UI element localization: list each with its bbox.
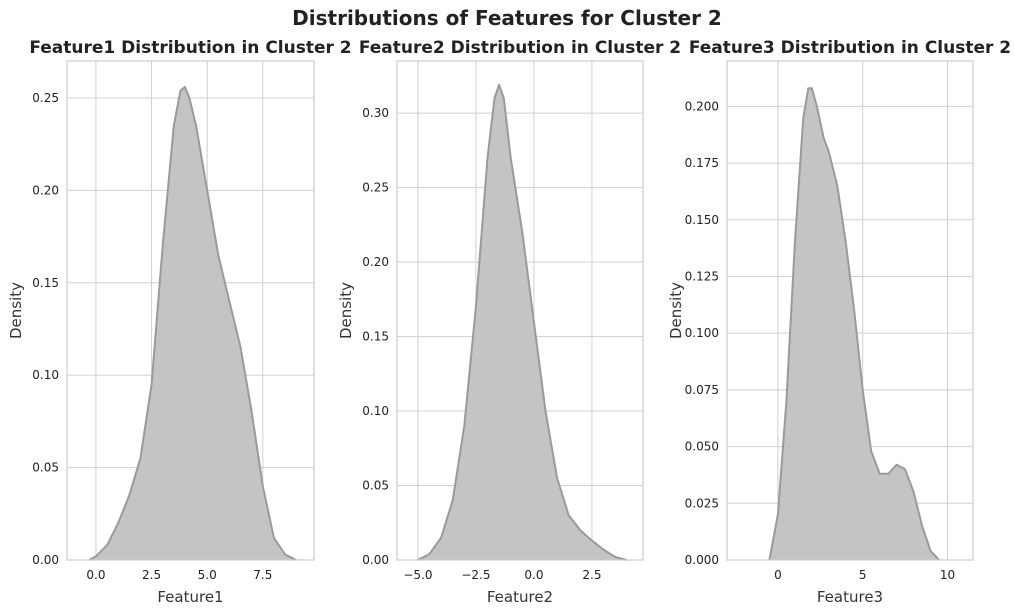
subplot-title: Feature2 Distribution in Cluster 2 [359, 38, 681, 58]
x-tick-label: −2.5 [461, 568, 490, 582]
subplot-title: Feature3 Distribution in Cluster 2 [689, 38, 1011, 58]
x-tick-label: 7.5 [253, 568, 272, 582]
y-tick-label: 0.150 [685, 213, 719, 227]
y-axis-label: Density [667, 282, 685, 339]
density-area [89, 86, 297, 561]
subplot-title: Feature1 Distribution in Cluster 2 [29, 38, 351, 58]
y-tick-label: 0.200 [685, 99, 719, 113]
x-axis-label: Feature3 [817, 588, 883, 606]
y-tick-label: 0.175 [685, 156, 719, 170]
subplot-2: −5.0 −2.5 0.0 2.5 0.00 0.05 0.10 0.15 0.20 0.25 0.… [337, 38, 681, 606]
subplot-3: 0 5 10 0.000 0.025 0.050 0.075 0.100 0.125 0.150 0… [667, 38, 1011, 606]
y-tick-label: 0.15 [362, 330, 389, 344]
y-tick-label: 0.100 [685, 326, 719, 340]
y-tick-label: 0.000 [685, 553, 719, 567]
x-tick-label: 5 [859, 568, 867, 582]
x-tick-label: 10 [940, 568, 955, 582]
y-tick-label: 0.30 [362, 106, 389, 120]
x-axis-label: Feature1 [157, 588, 223, 606]
y-tick-label: 0.25 [32, 91, 59, 105]
figure-title: Distributions of Features for Cluster 2 [292, 6, 722, 30]
density-area [769, 88, 940, 560]
y-tick-label: 0.15 [32, 276, 59, 290]
y-tick-label: 0.050 [685, 440, 719, 454]
y-tick-label: 0.025 [685, 496, 719, 510]
y-tick-label: 0.05 [362, 479, 389, 493]
x-tick-label: 2.5 [582, 568, 601, 582]
density-line [768, 87, 940, 561]
x-axis-label: Feature2 [487, 588, 553, 606]
x-tick-label: 0 [774, 568, 782, 582]
axes-frame [66, 60, 315, 561]
density-line [417, 83, 628, 561]
y-tick-label: 0.00 [32, 553, 59, 567]
density-area [417, 84, 627, 561]
y-tick-label: 0.10 [32, 368, 59, 382]
y-tick-label: 0.05 [32, 461, 59, 475]
y-axis-label: Density [7, 282, 25, 339]
density-line [88, 85, 297, 561]
x-tick-label: −5.0 [403, 568, 432, 582]
subplots: 0.0 2.5 5.0 7.50.000.050.100.150.200.25Feat… [7, 38, 1011, 606]
y-tick-label: 0.10 [362, 404, 389, 418]
y-tick-label: 0.00 [362, 553, 389, 567]
y-tick-label: 0.20 [32, 183, 59, 197]
y-tick-label: 0.20 [362, 255, 389, 269]
y-axis-label: Density [337, 282, 355, 339]
x-tick-label: 0.0 [86, 568, 105, 582]
subplot-1: 0.0 2.5 5.0 7.5 0.00 0.05 0.10 0.15 0.20 0.25 Feat… [7, 38, 352, 606]
x-tick-label: 5.0 [198, 568, 217, 582]
x-tick-label: 2.5 [142, 568, 161, 582]
y-tick-label: 0.075 [685, 383, 719, 397]
axes-frame [726, 60, 974, 561]
x-tick-label: 0.0 [524, 568, 543, 582]
y-tick-label: 0.25 [362, 181, 389, 195]
y-tick-label: 0.125 [685, 269, 719, 283]
axes-frame [396, 60, 644, 561]
